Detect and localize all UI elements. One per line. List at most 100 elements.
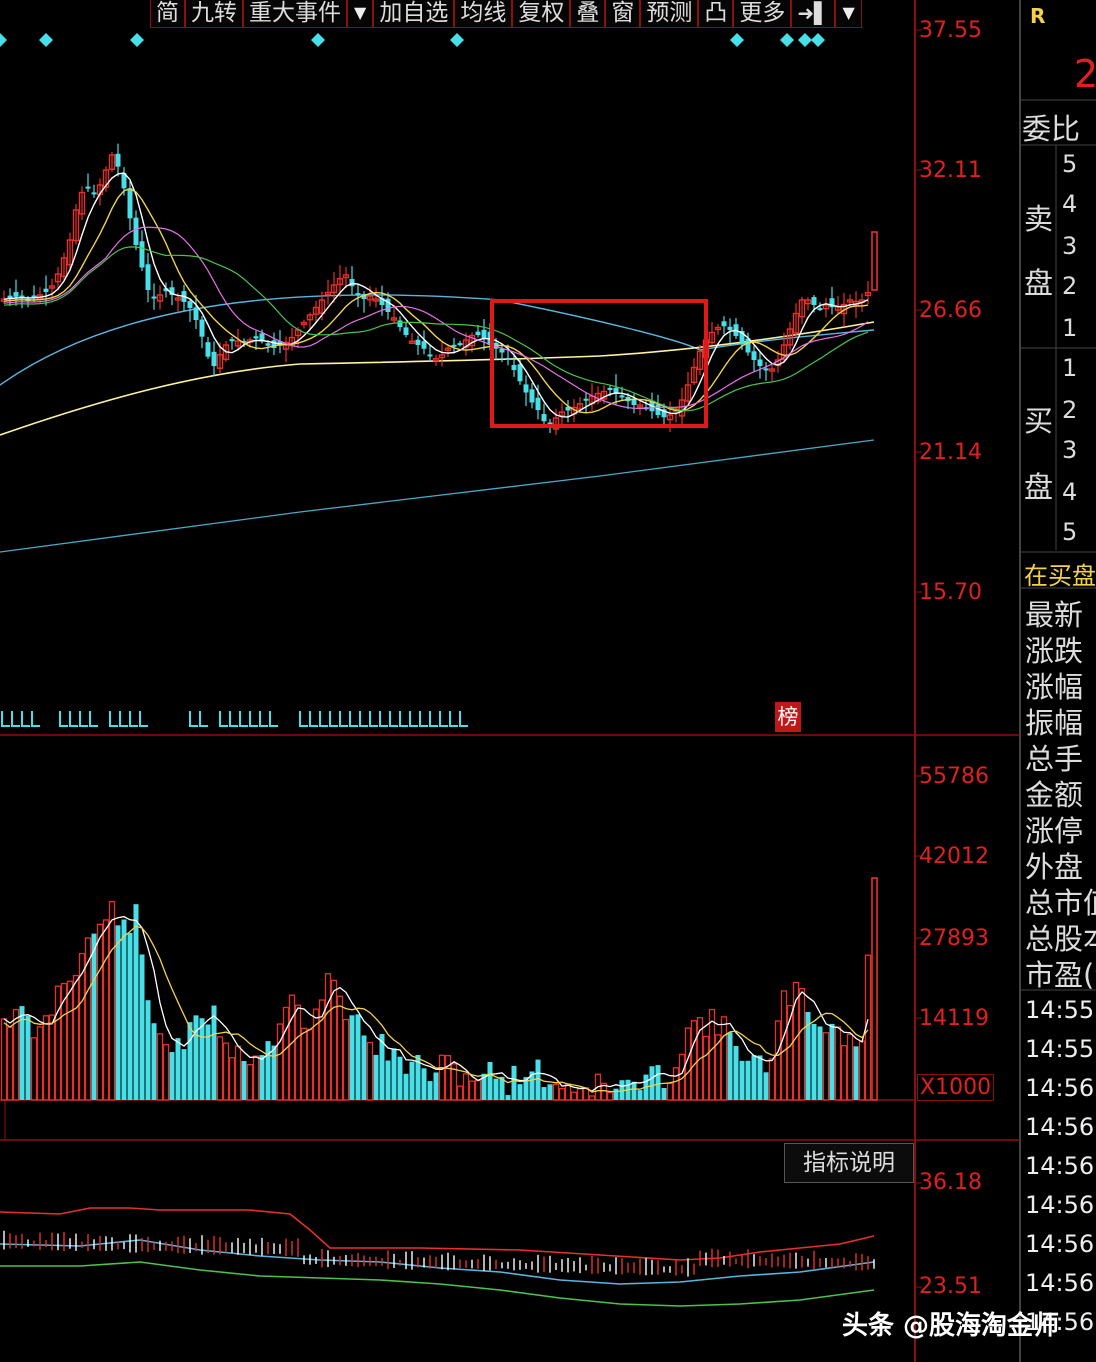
volume-bar <box>241 1060 247 1100</box>
candle-body <box>576 403 584 410</box>
ranking-badge[interactable]: 榜 <box>775 702 801 732</box>
volume-bar <box>661 1088 667 1100</box>
tick-time: 14:55 <box>1025 996 1095 1024</box>
candle-body <box>864 291 872 297</box>
highlight-box-rect <box>490 299 708 428</box>
candle-body <box>102 169 110 188</box>
candle-body <box>379 298 385 305</box>
volume-bar <box>655 1065 661 1100</box>
caret-down-icon[interactable]: ▼ <box>835 0 862 28</box>
candle-body <box>355 293 361 296</box>
signal-tick <box>11 711 20 727</box>
volume-bar <box>246 1064 254 1101</box>
toolbar-major-events[interactable]: 重大事件 <box>243 0 347 28</box>
volume-moving-averages <box>3 915 869 1093</box>
indicator-upper-band <box>0 1207 875 1261</box>
candle-body <box>397 320 403 327</box>
volume-bar <box>774 1020 782 1101</box>
candle-body <box>444 347 452 351</box>
sell-level: 2 <box>1062 272 1078 300</box>
signal-tick <box>379 711 388 727</box>
volume-bar <box>259 1055 265 1100</box>
toolbar-more[interactable]: 更多 <box>733 0 792 28</box>
volume-bar <box>714 1034 722 1101</box>
volume-bar <box>517 1084 523 1100</box>
ma30-line <box>3 246 869 412</box>
volume-bar <box>631 1081 637 1100</box>
volume-bar <box>271 1045 277 1100</box>
volume-bar <box>720 1016 728 1101</box>
volume-bar <box>48 1014 56 1101</box>
toolbar-overlay[interactable]: 叠 <box>570 0 606 28</box>
candle-body <box>306 314 314 321</box>
volume-unit-label: X1000 <box>917 1074 995 1101</box>
indicator-description-button[interactable]: 指标说明 <box>784 1143 914 1183</box>
candle-body <box>139 241 145 268</box>
candle-body <box>451 344 457 347</box>
candle-body <box>324 291 332 296</box>
volume-axis-label: 42012 <box>919 844 989 869</box>
candle-body <box>312 306 320 315</box>
toolbar-window[interactable]: 窗 <box>605 0 641 28</box>
volume-bar <box>25 1015 31 1100</box>
watermark: 头条 @股海淘金师 <box>842 1311 1060 1341</box>
signal-tick <box>419 711 428 727</box>
volume-bar <box>379 1034 385 1100</box>
toolbar-simple[interactable]: 简 <box>150 0 185 28</box>
caret-down-icon[interactable]: ▼ <box>347 0 374 28</box>
volume-bar <box>505 1095 511 1100</box>
candle-body <box>127 188 133 219</box>
candle-body <box>318 299 326 314</box>
volume-bar <box>421 1068 427 1100</box>
toolbar-convex[interactable]: 凸 <box>698 0 734 28</box>
exit-arrow-icon[interactable]: ➜▌ <box>791 0 836 28</box>
signal-tick <box>449 711 458 727</box>
tick-time: 14:56 <box>1025 1191 1095 1219</box>
candle-body <box>342 274 350 279</box>
tick-time: 14:56 <box>1025 1113 1095 1141</box>
volume-bar <box>487 1062 493 1100</box>
candle-body <box>85 186 91 189</box>
toolbar-price-adjust[interactable]: 复权 <box>512 0 571 28</box>
candle-body <box>811 296 817 305</box>
toolbar-forecast[interactable]: 预测 <box>640 0 699 28</box>
volume-bar <box>276 1023 284 1101</box>
volume-bar <box>415 1054 421 1100</box>
volume-bar <box>366 1041 374 1101</box>
signal-tick <box>239 711 248 727</box>
volume-bar <box>817 1026 823 1100</box>
buy-level: 3 <box>1062 436 1078 464</box>
candle-body <box>390 317 398 321</box>
quote-label: 振幅 <box>1025 706 1084 740</box>
candle-body <box>282 341 290 350</box>
candle-body <box>432 358 440 362</box>
volume-bar <box>594 1073 602 1101</box>
candle-body <box>216 354 224 369</box>
price-axis-label: 32.11 <box>919 158 982 183</box>
signal-tick <box>129 711 138 727</box>
candle-body <box>415 339 421 345</box>
candle-body <box>151 296 157 299</box>
candle-body <box>792 312 800 334</box>
volume-bar <box>696 1017 704 1101</box>
volume-bar <box>811 1023 817 1100</box>
toolbar-moving-average[interactable]: 均线 <box>454 0 513 28</box>
volume-bar <box>409 1061 415 1100</box>
signal-tick <box>429 711 438 727</box>
candle-body <box>684 384 692 402</box>
toolbar-nine-turns[interactable]: 九转 <box>185 0 243 28</box>
volume-bar <box>570 1091 578 1101</box>
volume-bar <box>222 1042 230 1101</box>
ma5-line <box>3 172 869 418</box>
zaimai-label: 在买盘 <box>1024 562 1096 590</box>
candle-body <box>174 297 182 301</box>
volume-bar <box>373 1054 379 1100</box>
signal-tick <box>139 711 148 727</box>
price-axis-label: 15.70 <box>919 580 982 605</box>
candle-body <box>427 354 433 357</box>
toolbar-add-watchlist[interactable]: 加自选 <box>373 0 455 28</box>
volume-bar <box>462 1073 470 1101</box>
sell-level: 4 <box>1062 190 1078 218</box>
volume-bar <box>54 985 62 1101</box>
